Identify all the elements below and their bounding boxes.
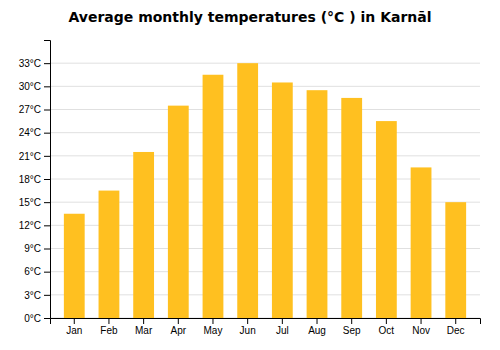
x-tick: Aug bbox=[308, 318, 326, 336]
y-tick-label: 6°C bbox=[24, 266, 41, 277]
bar bbox=[168, 106, 189, 318]
bar bbox=[307, 90, 328, 318]
x-tick: Apr bbox=[171, 318, 187, 336]
bar bbox=[272, 82, 293, 318]
y-tick: 33°C bbox=[19, 58, 50, 69]
x-tick-mark bbox=[143, 318, 144, 324]
bar bbox=[99, 191, 120, 318]
title: Average monthly temperatures (°C ) in Ka… bbox=[68, 9, 431, 25]
y-tick: 6°C bbox=[24, 266, 50, 277]
y-tick-label: 27°C bbox=[19, 104, 41, 115]
y-tick-mark bbox=[44, 179, 50, 180]
grid-line bbox=[50, 63, 480, 64]
x-tick-mark bbox=[212, 318, 213, 324]
y-tick-label: 21°C bbox=[19, 151, 41, 162]
y-tick-label: 33°C bbox=[19, 58, 41, 69]
x-tick: Oct bbox=[379, 318, 395, 336]
bar bbox=[133, 152, 154, 318]
x-tick: Dec bbox=[447, 318, 465, 336]
bar bbox=[341, 98, 362, 318]
bar bbox=[376, 121, 397, 318]
y-tick-mark bbox=[44, 63, 50, 64]
x-tick: May bbox=[204, 318, 223, 336]
x-tick-label: Sep bbox=[343, 325, 361, 336]
y-tick-label: 3°C bbox=[24, 290, 41, 301]
grid bbox=[50, 63, 480, 318]
x-tick-mark bbox=[74, 318, 75, 324]
x-tick-label: Dec bbox=[447, 325, 465, 336]
bars bbox=[64, 63, 466, 318]
x-tick-mark bbox=[351, 318, 352, 324]
bar bbox=[203, 75, 224, 318]
y-axis-line bbox=[44, 41, 51, 319]
grid-line bbox=[50, 109, 480, 110]
x-tick-label: Nov bbox=[412, 325, 430, 336]
y-tick-mark bbox=[44, 202, 50, 203]
plot: 0°C 3°C 6°C 9°C 12°C 15°C 18°C 21°C 24°C 27°C 30°C… bbox=[19, 41, 481, 337]
y-tick-label: 12°C bbox=[19, 220, 41, 231]
x-tick-label: Mar bbox=[135, 325, 153, 336]
y-tick-mark bbox=[44, 133, 50, 134]
x-tick-mark bbox=[317, 318, 318, 324]
x-tick-mark bbox=[455, 318, 456, 324]
y-tick-mark bbox=[44, 272, 50, 273]
x-tick-label: May bbox=[204, 325, 223, 336]
chart: Average monthly temperatures (°C ) in Ka… bbox=[0, 0, 500, 350]
x-tick-label: Jun bbox=[240, 325, 256, 336]
x-tick-label: Apr bbox=[171, 325, 187, 336]
y-tick-label: 18°C bbox=[19, 174, 41, 185]
bar bbox=[64, 214, 85, 318]
x-tick: Feb bbox=[100, 318, 118, 336]
y-axis: 0°C 3°C 6°C 9°C 12°C 15°C 18°C 21°C 24°C 27°C 30°C… bbox=[19, 41, 51, 324]
y-tick-mark bbox=[44, 249, 50, 250]
y-tick-label: 30°C bbox=[19, 81, 41, 92]
grid-line bbox=[50, 155, 480, 156]
x-tick-mark bbox=[421, 318, 422, 324]
x-tick: Jun bbox=[240, 318, 256, 336]
y-tick-label: 9°C bbox=[24, 243, 41, 254]
x-tick-label: Feb bbox=[100, 325, 118, 336]
y-tick: 9°C bbox=[24, 243, 50, 254]
x-tick-mark bbox=[247, 318, 248, 324]
bar bbox=[445, 202, 466, 318]
x-tick: Jul bbox=[276, 318, 289, 336]
y-tick-label: 0°C bbox=[24, 313, 41, 324]
x-tick-label: Oct bbox=[379, 325, 395, 336]
x-tick-label: Jul bbox=[276, 325, 289, 336]
grid-line bbox=[50, 132, 480, 133]
y-tick-mark bbox=[44, 156, 50, 157]
y-tick: 24°C bbox=[19, 127, 50, 138]
x-tick: Sep bbox=[343, 318, 361, 336]
y-tick: 15°C bbox=[19, 197, 50, 208]
x-tick-mark bbox=[108, 318, 109, 324]
x-tick-label: Aug bbox=[308, 325, 326, 336]
x-tick-mark bbox=[178, 318, 179, 324]
y-tick: 18°C bbox=[19, 174, 50, 185]
y-tick: 0°C bbox=[24, 313, 50, 324]
y-tick: 3°C bbox=[24, 290, 50, 301]
y-tick-label: 15°C bbox=[19, 197, 41, 208]
x-axis: Jan Feb Mar Apr May Jun Jul Aug Sep Oct Nov Dec bbox=[51, 318, 481, 336]
bar bbox=[411, 167, 432, 318]
x-tick: Mar bbox=[135, 318, 153, 336]
y-tick-mark bbox=[44, 110, 50, 111]
y-tick-mark bbox=[44, 295, 50, 296]
bar bbox=[237, 63, 258, 318]
x-tick-label: Jan bbox=[66, 325, 82, 336]
y-tick-mark bbox=[44, 318, 50, 319]
grid-line bbox=[50, 86, 480, 87]
y-tick: 30°C bbox=[19, 81, 50, 92]
y-tick: 21°C bbox=[19, 151, 50, 162]
y-tick-mark bbox=[44, 86, 50, 87]
x-tick: Nov bbox=[412, 318, 430, 336]
x-tick: Jan bbox=[66, 318, 82, 336]
x-tick-mark bbox=[386, 318, 387, 324]
y-tick-label: 24°C bbox=[19, 127, 41, 138]
x-tick-mark bbox=[282, 318, 283, 324]
y-tick: 27°C bbox=[19, 104, 50, 115]
x-axis-line bbox=[51, 319, 481, 325]
y-tick-mark bbox=[44, 225, 50, 226]
y-tick: 12°C bbox=[19, 220, 50, 231]
